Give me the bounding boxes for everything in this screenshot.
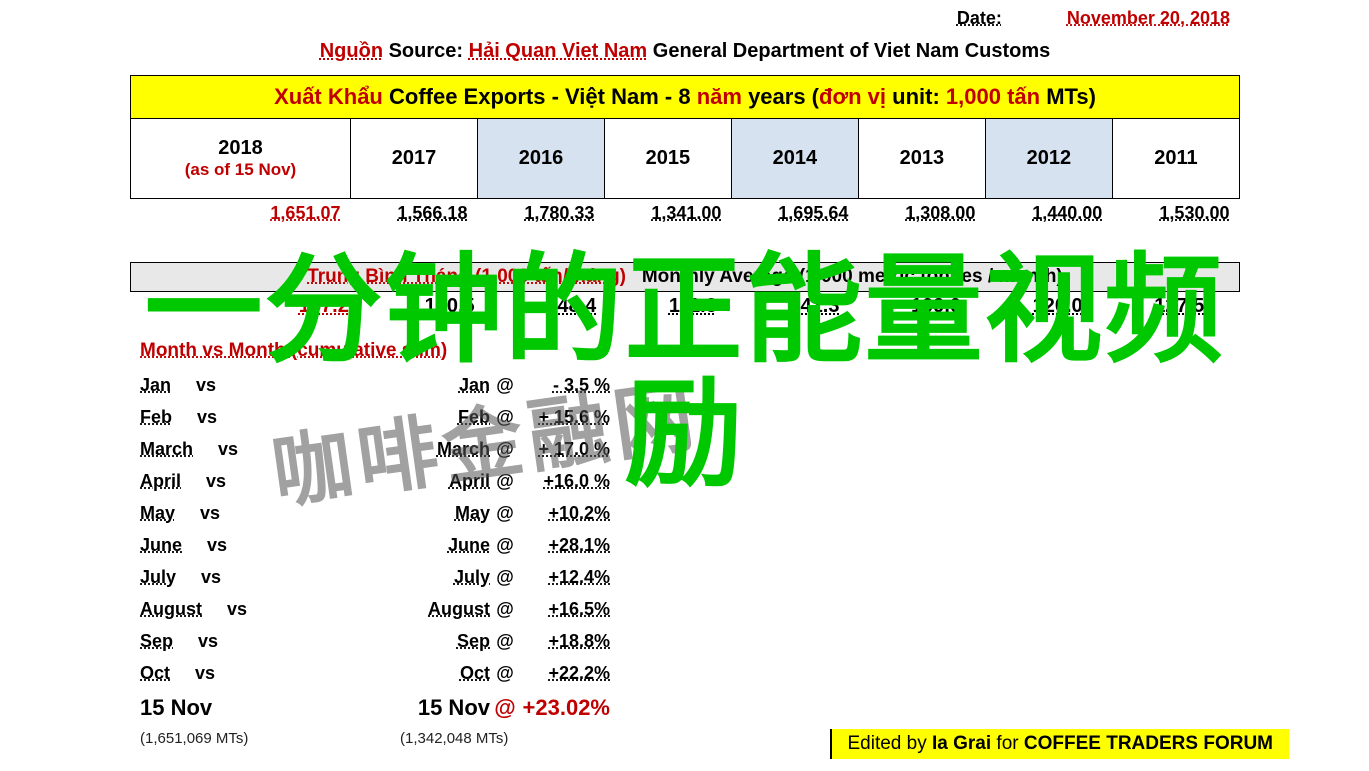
total-2011: 1,530.00 bbox=[1112, 199, 1239, 229]
mvm-row: April vsApril@+16.0 % bbox=[140, 471, 610, 503]
mvm-list: Jan vsJan@- 3.5 %Feb vsFeb@+ 15.6 %March… bbox=[140, 375, 610, 759]
date-value: November 20, 2018 bbox=[1067, 8, 1230, 28]
mvm-title: Month vs Month (cumulative sum) bbox=[140, 340, 447, 362]
mvm-row: May vsMay@+10.2% bbox=[140, 503, 610, 535]
year-2013: 2013 bbox=[858, 119, 985, 199]
mvm-row: Feb vsFeb@+ 15.6 % bbox=[140, 407, 610, 439]
monthly-avg-header: Trung Bình Tháng (1.000 tấn/tháng) Month… bbox=[130, 262, 1240, 292]
year-2018: 2018 (as of 15 Nov) bbox=[131, 119, 351, 199]
mvm-row: Sep vsSep@+18.8% bbox=[140, 631, 610, 663]
title-ce: Coffee Exports - Việt Nam - 8 bbox=[389, 84, 691, 109]
year-2014: 2014 bbox=[731, 119, 858, 199]
year-header-row: 2018 (as of 15 Nov) 2017 2016 2015 2014 … bbox=[131, 119, 1240, 199]
year-2015: 2015 bbox=[604, 119, 731, 199]
credit-post: for bbox=[991, 733, 1024, 754]
total-2016: 1,780.33 bbox=[477, 199, 604, 229]
mavg-2013: 109.0 bbox=[875, 295, 997, 318]
total-2018: 1,651.07 bbox=[131, 199, 351, 229]
credit-box: Edited by Ia Grai for COFFEE TRADERS FOR… bbox=[830, 729, 1290, 759]
total-2012: 1,440.00 bbox=[985, 199, 1112, 229]
total-2015: 1,341.00 bbox=[604, 199, 731, 229]
source-src: Source: bbox=[389, 40, 463, 62]
title-cell: Xuất Khẩu Coffee Exports - Việt Nam - 8 … bbox=[131, 76, 1240, 119]
mavg-2015: 111.8 bbox=[632, 295, 754, 318]
total-2013: 1,308.00 bbox=[858, 199, 985, 229]
title-donvi: đơn vị bbox=[819, 84, 886, 109]
credit-pre: Edited by bbox=[848, 733, 933, 754]
year-2018-label: 2018 bbox=[218, 137, 263, 159]
mvm-row: Oct vsOct@+22.2% bbox=[140, 663, 610, 695]
main-table: Xuất Khẩu Coffee Exports - Việt Nam - 8 … bbox=[130, 75, 1240, 228]
title-nam: năm bbox=[697, 84, 742, 109]
year-2012: 2012 bbox=[985, 119, 1112, 199]
title-xk: Xuất Khẩu bbox=[274, 84, 383, 109]
source-nguon: Nguồn bbox=[320, 40, 383, 62]
mvm-row: June vsJune@+28.1% bbox=[140, 535, 610, 567]
title-unit: unit: bbox=[892, 84, 940, 109]
totals-row: 1,651.07 1,566.18 1,780.33 1,341.00 1,69… bbox=[131, 199, 1240, 229]
date-label: Date: bbox=[957, 8, 1002, 28]
mavg-2011: 127.5 bbox=[1118, 295, 1240, 318]
year-2011: 2011 bbox=[1112, 119, 1239, 199]
mvm-row: March vsMarch@+ 17.0 % bbox=[140, 439, 610, 471]
title-qty: 1,000 tấn bbox=[946, 84, 1040, 109]
mvm-notes: (1,651,069 MTs)(1,342,048 MTs) bbox=[140, 727, 610, 759]
mavg-2014: 141.3 bbox=[754, 295, 876, 318]
source-haiquan: Hải Quan Viet Nam bbox=[469, 40, 648, 62]
date-row: Date: November 20, 2018 bbox=[957, 8, 1230, 29]
mvm-final-row: 15 Nov15 Nov@+23.02% bbox=[140, 695, 610, 727]
mavg-2018: 157.2 bbox=[130, 295, 389, 318]
mvm-row: August vsAugust@+16.5% bbox=[140, 599, 610, 631]
total-2017: 1,566.18 bbox=[351, 199, 478, 229]
source-line: Nguồn Source: Hải Quan Viet Nam General … bbox=[110, 40, 1260, 63]
source-gdept: General Department of Viet Nam Customs bbox=[653, 40, 1051, 62]
monthly-avg-row: 157.2 130.5 148.4 111.8 141.3 109.0 120.… bbox=[130, 295, 1240, 318]
total-2014: 1,695.64 bbox=[731, 199, 858, 229]
year-2017: 2017 bbox=[351, 119, 478, 199]
year-2018-asof: (as of 15 Nov) bbox=[135, 160, 346, 180]
mvm-row: July vsJuly@+12.4% bbox=[140, 567, 610, 599]
title-years: years ( bbox=[748, 84, 819, 109]
monthly-avg-en: Monthly Average (1,000 metric tonnes / m… bbox=[642, 266, 1063, 287]
mavg-2016: 148.4 bbox=[510, 295, 632, 318]
credit-name: Ia Grai bbox=[932, 733, 991, 754]
monthly-avg-vn: Trung Bình Tháng (1.000 tấn/tháng) bbox=[307, 266, 626, 287]
mavg-2017: 130.5 bbox=[389, 295, 511, 318]
mavg-2012: 120.0 bbox=[997, 295, 1119, 318]
year-2016: 2016 bbox=[477, 119, 604, 199]
credit-forum: COFFEE TRADERS FORUM bbox=[1024, 733, 1273, 754]
mvm-row: Jan vsJan@- 3.5 % bbox=[140, 375, 610, 407]
title-mts: MTs) bbox=[1046, 84, 1096, 109]
